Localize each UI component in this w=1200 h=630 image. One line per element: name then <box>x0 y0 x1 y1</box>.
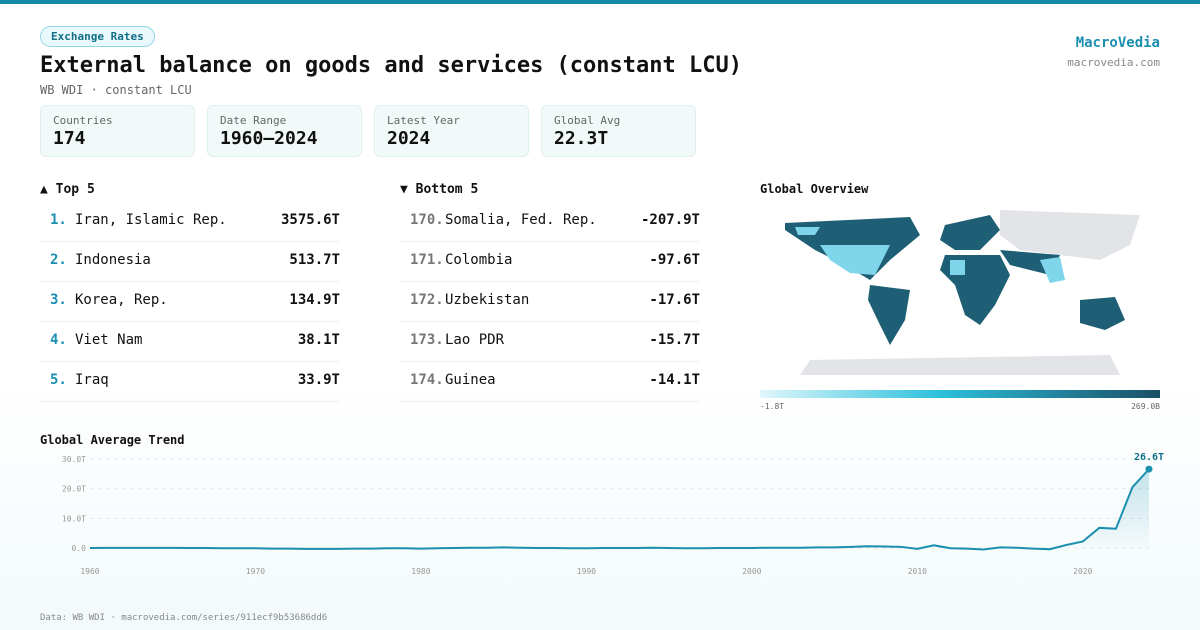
top-title: ▲ Top 5 <box>40 182 95 197</box>
list-row: 4. Viet Nam 38.1T <box>40 321 340 362</box>
stat-value: 2024 <box>387 128 431 149</box>
list-row: 171. Colombia -97.6T <box>400 241 700 282</box>
site: macrovedia.com <box>1067 56 1160 69</box>
value-label: 26.6T <box>1134 452 1164 463</box>
rank: 173. <box>410 332 444 348</box>
stat-card: Date Range 1960–2024 <box>207 105 362 157</box>
map <box>785 210 1140 375</box>
stat-label: Global Avg <box>554 114 621 127</box>
country: Uzbekistan <box>445 292 530 308</box>
rank: 5. <box>50 372 67 388</box>
list-row: 2. Indonesia 513.7T <box>40 241 340 282</box>
stat-value: 22.3T <box>554 128 609 149</box>
bottom-title: ▼ Bottom 5 <box>400 182 479 197</box>
map-shape <box>940 215 1000 250</box>
y-tick-label: 0.0 <box>72 544 87 553</box>
colorbar-min: -1.8T <box>760 402 785 411</box>
chart: 0.0 10.0T 20.0T 30.0T 1960 1970 1980 1990 2000 20… <box>62 452 1164 576</box>
value: 3575.6T <box>280 212 340 228</box>
list-row: 173. Lao PDR -15.7T <box>400 321 700 362</box>
map-shape <box>868 285 910 345</box>
map-title: Global Overview <box>760 182 869 196</box>
value: 134.9T <box>289 292 340 308</box>
list-row: 170. Somalia, Fed. Rep. -207.9T <box>400 201 700 242</box>
chart-title: Global Average Trend <box>40 433 185 447</box>
country: Colombia <box>445 252 513 268</box>
rank: 1. <box>50 212 67 228</box>
x-tick-label: 1970 <box>246 567 265 576</box>
rank: 3. <box>50 292 67 308</box>
x-tick-label: 2000 <box>742 567 761 576</box>
y-tick-label: 30.0T <box>62 455 86 464</box>
x-tick-label: 1980 <box>411 567 430 576</box>
country: Somalia, Fed. Rep. <box>445 212 597 228</box>
colorbar <box>760 390 1160 398</box>
stat-label: Latest Year <box>387 114 460 127</box>
country: Guinea <box>445 372 496 388</box>
value: -15.7T <box>649 332 700 348</box>
y-tick-label: 20.0T <box>62 485 86 494</box>
list-row: 174. Guinea -14.1T <box>400 361 700 402</box>
value: 38.1T <box>297 332 340 348</box>
value: -97.6T <box>649 252 700 268</box>
list-row: 5. Iraq 33.9T <box>40 361 340 402</box>
country: Viet Nam <box>75 332 143 348</box>
title: External balance on goods and services (… <box>40 53 742 78</box>
stat-value: 174 <box>53 128 86 149</box>
area <box>90 469 1149 551</box>
x-tick-label: 1960 <box>80 567 99 576</box>
stat-card: Global Avg 22.3T <box>541 105 696 157</box>
line <box>89 468 1150 551</box>
y-tick-label: 10.0T <box>62 514 86 523</box>
x-tick-label: 2010 <box>908 567 927 576</box>
value: -207.9T <box>640 212 700 228</box>
map-shape <box>1080 297 1125 330</box>
country: Iran, Islamic Rep. <box>75 212 227 228</box>
top-bar <box>0 0 1200 4</box>
value: 33.9T <box>297 372 340 388</box>
stat-label: Date Range <box>220 114 287 127</box>
map-shape <box>800 355 1120 375</box>
footer: Data: WB WDI · macrovedia.com/series/911… <box>40 613 328 623</box>
map-shape <box>795 227 820 235</box>
list-row: 172. Uzbekistan -17.6T <box>400 281 700 322</box>
list-row: 3. Korea, Rep. 134.9T <box>40 281 340 322</box>
map-shape <box>1000 210 1140 260</box>
stat-label: Countries <box>53 114 113 127</box>
rank: 170. <box>410 212 444 228</box>
country: Lao PDR <box>445 332 505 348</box>
stat-value: 1960–2024 <box>220 128 318 149</box>
value: 513.7T <box>289 252 340 268</box>
stat-card: Countries 174 <box>40 105 195 157</box>
country: Indonesia <box>75 252 151 268</box>
x-tick-label: 1990 <box>577 567 596 576</box>
stat-card: Latest Year 2024 <box>374 105 529 157</box>
country: Korea, Rep. <box>75 292 168 308</box>
list-row: 1. Iran, Islamic Rep. 3575.6T <box>40 201 340 242</box>
end-point <box>1145 465 1153 473</box>
rank: 171. <box>410 252 444 268</box>
brand: MacroVedia <box>1075 35 1160 51</box>
badge: Exchange Rates <box>40 26 155 47</box>
value: -14.1T <box>649 372 700 388</box>
map-shape <box>1040 257 1065 283</box>
rank: 2. <box>50 252 67 268</box>
rank: 4. <box>50 332 67 348</box>
map-shape <box>820 245 890 275</box>
subtitle: WB WDI · constant LCU <box>40 83 192 97</box>
x-tick-label: 2020 <box>1073 567 1092 576</box>
rank: 172. <box>410 292 444 308</box>
country: Iraq <box>75 372 109 388</box>
value: -17.6T <box>649 292 700 308</box>
map-shape <box>950 260 965 275</box>
rank: 174. <box>410 372 444 388</box>
colorbar-max: 269.0B <box>1131 402 1160 411</box>
